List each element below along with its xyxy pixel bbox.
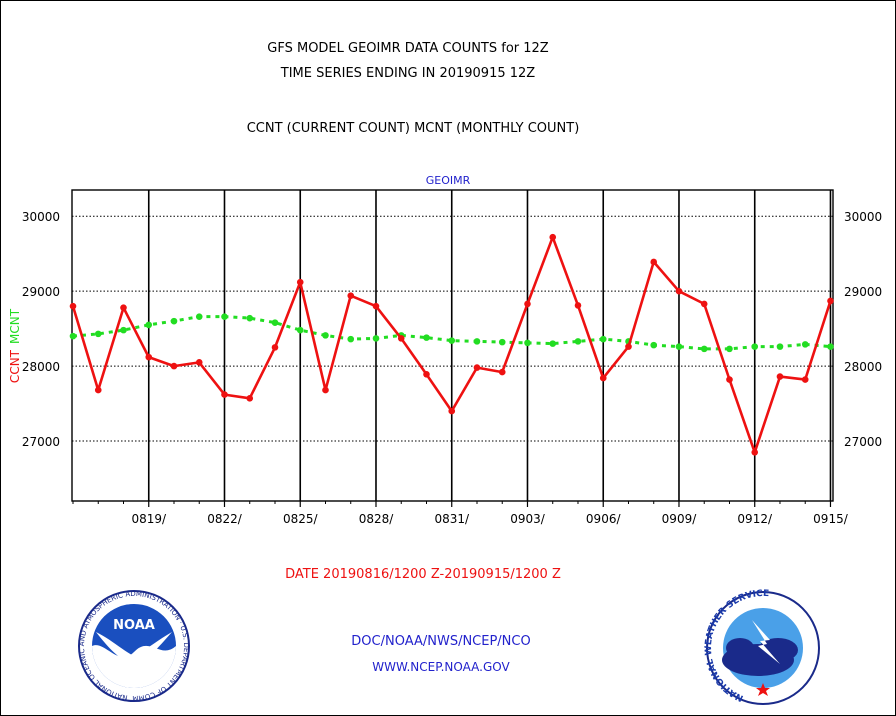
- y-axis-label-mcnt: MCNT: [8, 308, 22, 344]
- data-point-mcnt: [473, 338, 481, 345]
- website-label: WWW.NCEP.NOAA.GOV: [372, 660, 510, 674]
- data-point-mcnt: [448, 337, 456, 344]
- data-point-mcnt: [322, 332, 329, 339]
- data-point-mcnt: [801, 341, 809, 348]
- data-point-ccnt: [423, 371, 430, 378]
- x-tick-label: 0906/: [586, 512, 622, 526]
- y-tick-label-right: 30000: [844, 210, 882, 224]
- series-ccnt: [69, 233, 834, 456]
- x-tick-label: 0825/: [283, 512, 319, 526]
- data-point-ccnt: [675, 287, 683, 295]
- star-icon: [756, 683, 770, 696]
- x-tick-label: 0912/: [737, 512, 773, 526]
- x-tick-label: 0903/: [510, 512, 546, 526]
- x-tick-label: 0822/: [207, 512, 243, 526]
- data-point-ccnt: [372, 302, 380, 310]
- data-point-mcnt: [195, 313, 203, 320]
- data-point-ccnt: [221, 391, 228, 398]
- y-axis-label-ccnt: CCNT: [8, 349, 22, 383]
- data-point-mcnt: [498, 338, 506, 346]
- x-tick-label: 0909/: [662, 512, 698, 526]
- data-point-mcnt: [650, 341, 658, 349]
- data-point-ccnt: [574, 302, 582, 309]
- series-mcnt: [69, 313, 834, 353]
- data-point-ccnt: [776, 373, 784, 380]
- data-point-ccnt: [397, 335, 405, 342]
- data-point-mcnt: [221, 313, 228, 320]
- y-axis-label: CCNT MCNT: [8, 308, 22, 383]
- data-point-mcnt: [271, 319, 279, 326]
- noaa-logo-text: NOAA: [113, 618, 155, 633]
- data-point-mcnt: [372, 335, 380, 342]
- y-tick-label: 27000: [22, 435, 60, 449]
- data-point-mcnt: [675, 343, 683, 350]
- data-point-mcnt: [524, 339, 531, 347]
- data-point-ccnt: [700, 300, 708, 308]
- x-tick-label: 0819/: [131, 512, 167, 526]
- org-label: DOC/NOAA/NWS/NCEP/NCO: [351, 634, 530, 649]
- data-point-ccnt: [120, 304, 127, 311]
- y-tick-labels-right: 27000 28000 29000 30000: [844, 210, 882, 449]
- data-point-ccnt: [801, 376, 809, 383]
- chart-subtitle: CCNT (CURRENT COUNT) MCNT (MONTHLY COUNT…: [247, 121, 580, 136]
- data-point-mcnt: [700, 345, 708, 353]
- chart-title-line1: GFS MODEL GEOIMR DATA COUNTS for 12Z: [267, 41, 549, 56]
- data-point-ccnt: [271, 344, 279, 351]
- data-point-ccnt: [498, 368, 506, 376]
- data-point-mcnt: [120, 326, 127, 334]
- data-point-ccnt: [347, 292, 355, 299]
- date-range-label: DATE 20190816/1200 Z-20190915/1200 Z: [285, 567, 561, 582]
- data-point-ccnt: [827, 297, 834, 305]
- y-tick-label-right: 28000: [844, 360, 882, 374]
- data-point-ccnt: [246, 395, 254, 402]
- data-point-mcnt: [751, 343, 759, 350]
- data-point-mcnt: [726, 345, 733, 353]
- data-point-ccnt: [145, 353, 153, 361]
- data-point-mcnt: [170, 317, 178, 325]
- data-point-ccnt: [751, 448, 759, 456]
- data-point-mcnt: [423, 334, 430, 341]
- data-point-ccnt: [473, 364, 481, 371]
- data-point-ccnt: [170, 362, 178, 370]
- data-point-ccnt: [69, 302, 77, 310]
- y-tick-label: 29000: [22, 285, 60, 299]
- y-tick-labels-left: 27000 28000 29000 30000: [22, 210, 60, 449]
- data-point-ccnt: [726, 376, 733, 383]
- data-point-mcnt: [347, 335, 355, 343]
- data-point-mcnt: [94, 330, 102, 338]
- y-tick-label-right: 27000: [844, 435, 882, 449]
- data-point-ccnt: [524, 300, 531, 308]
- y-tick-label: 28000: [22, 360, 60, 374]
- data-point-mcnt: [827, 343, 834, 350]
- x-tick-label: 0831/: [434, 512, 470, 526]
- data-point-ccnt: [549, 233, 557, 241]
- data-point-mcnt: [246, 314, 254, 322]
- data-point-mcnt: [549, 340, 557, 347]
- data-point-ccnt: [599, 374, 607, 382]
- data-point-mcnt: [599, 335, 607, 343]
- data-point-ccnt: [94, 386, 102, 394]
- plot-title: GEOIMR: [426, 174, 471, 187]
- y-tick-label: 30000: [22, 210, 60, 224]
- data-point-mcnt: [776, 343, 784, 350]
- data-point-ccnt: [448, 407, 456, 415]
- horizontal-gridlines: [72, 215, 833, 442]
- data-point-ccnt: [625, 343, 632, 350]
- chart-title-line2: TIME SERIES ENDING IN 20190915 12Z: [280, 66, 536, 81]
- data-point-mcnt: [69, 332, 77, 340]
- y-tick-label-right: 29000: [844, 285, 882, 299]
- data-point-mcnt: [574, 338, 582, 345]
- data-point-ccnt: [650, 258, 658, 266]
- data-point-ccnt: [195, 359, 203, 366]
- data-point-ccnt: [296, 278, 304, 286]
- x-tick-label: 0915/: [813, 512, 849, 526]
- data-point-ccnt: [322, 386, 329, 394]
- x-tick-labels: 0819/0822/0825/0828/0831/0903/0906/0909/…: [131, 512, 848, 526]
- data-point-mcnt: [296, 326, 304, 334]
- x-tick-label: 0828/: [359, 512, 395, 526]
- data-point-mcnt: [145, 321, 153, 329]
